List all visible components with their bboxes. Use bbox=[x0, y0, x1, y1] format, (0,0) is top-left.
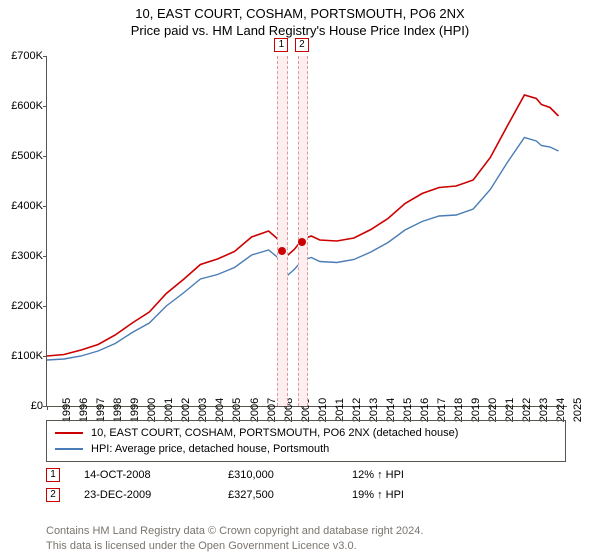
figure-container: 10, EAST COURT, COSHAM, PORTSMOUTH, PO6 … bbox=[0, 0, 600, 560]
y-tick bbox=[43, 56, 47, 57]
marker-row: 2 23-DEC-2009 £327,500 19% HPI bbox=[46, 488, 566, 502]
y-tick bbox=[43, 156, 47, 157]
y-axis-label: £0 bbox=[31, 400, 43, 412]
legend-row: 10, EAST COURT, COSHAM, PORTSMOUTH, PO6 … bbox=[55, 425, 557, 441]
legend-swatch bbox=[55, 432, 83, 434]
y-axis-label: £400K bbox=[11, 200, 43, 212]
data-point-dot bbox=[298, 238, 306, 246]
footer-line-2: This data is licensed under the Open Gov… bbox=[46, 539, 423, 554]
title-block: 10, EAST COURT, COSHAM, PORTSMOUTH, PO6 … bbox=[0, 0, 600, 38]
legend-label: HPI: Average price, detached house, Port… bbox=[91, 443, 329, 455]
y-tick bbox=[43, 106, 47, 107]
marker-date: 23-DEC-2009 bbox=[84, 489, 204, 501]
band-marker-label: 2 bbox=[295, 38, 309, 52]
y-axis-label: £700K bbox=[11, 50, 43, 62]
footer-line-1: Contains HM Land Registry data © Crown c… bbox=[46, 524, 423, 539]
y-tick bbox=[43, 356, 47, 357]
marker-table: 1 14-OCT-2008 £310,000 12% HPI 2 23-DEC-2009 £… bbox=[46, 468, 566, 502]
y-axis-label: £600K bbox=[11, 100, 43, 112]
band-marker-label: 1 bbox=[274, 38, 288, 52]
marker-number-box: 1 bbox=[46, 468, 60, 482]
y-tick bbox=[43, 256, 47, 257]
footer-text: Contains HM Land Registry data © Crown c… bbox=[46, 524, 423, 554]
marker-number-box: 2 bbox=[46, 488, 60, 502]
marker-price: £327,500 bbox=[228, 489, 328, 501]
event-band bbox=[298, 56, 309, 406]
legend-row: HPI: Average price, detached house, Port… bbox=[55, 441, 557, 457]
legend-box: 10, EAST COURT, COSHAM, PORTSMOUTH, PO6 … bbox=[46, 420, 566, 462]
y-axis-label: £200K bbox=[11, 300, 43, 312]
marker-pct: 12% HPI bbox=[352, 469, 404, 481]
y-axis-label: £100K bbox=[11, 350, 43, 362]
x-axis-label: 2025 bbox=[558, 398, 584, 422]
up-arrow-icon bbox=[377, 489, 383, 501]
marker-price: £310,000 bbox=[228, 469, 328, 481]
event-band bbox=[277, 56, 288, 406]
y-tick bbox=[43, 306, 47, 307]
legend-area: 10, EAST COURT, COSHAM, PORTSMOUTH, PO6 … bbox=[46, 420, 566, 502]
up-arrow-icon bbox=[377, 469, 383, 481]
title-line-2: Price paid vs. HM Land Registry's House … bbox=[0, 23, 600, 38]
y-tick bbox=[43, 206, 47, 207]
y-axis-label: £500K bbox=[11, 150, 43, 162]
legend-swatch bbox=[55, 448, 83, 450]
legend-label: 10, EAST COURT, COSHAM, PORTSMOUTH, PO6 … bbox=[91, 427, 458, 439]
title-line-1: 10, EAST COURT, COSHAM, PORTSMOUTH, PO6 … bbox=[0, 6, 600, 21]
chart-plot-area: £0£100K£200K£300K£400K£500K£600K£700K199… bbox=[46, 56, 567, 407]
y-axis-label: £300K bbox=[11, 250, 43, 262]
data-point-dot bbox=[278, 247, 286, 255]
marker-date: 14-OCT-2008 bbox=[84, 469, 204, 481]
marker-pct: 19% HPI bbox=[352, 489, 404, 501]
marker-row: 1 14-OCT-2008 £310,000 12% HPI bbox=[46, 468, 566, 482]
